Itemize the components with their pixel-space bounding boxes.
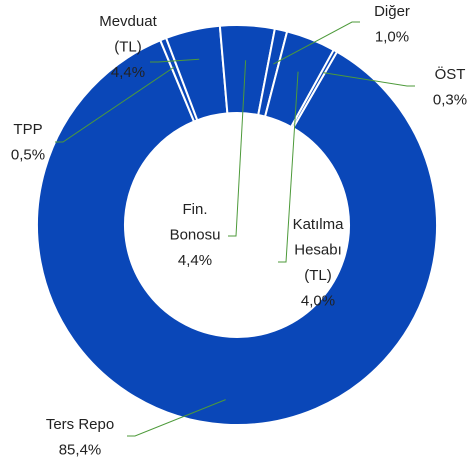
slice-label: TPP xyxy=(13,121,42,138)
slice-label: Diğer xyxy=(374,3,410,20)
leader-line xyxy=(150,58,200,63)
slice-value-label: 4,4% xyxy=(178,252,212,269)
leader-line xyxy=(55,66,175,143)
slice-label: Ters Repo xyxy=(46,416,114,433)
leader-line xyxy=(322,72,415,87)
donut-slice xyxy=(36,38,438,426)
donut-slice xyxy=(289,48,339,130)
leader-line xyxy=(127,399,226,437)
slice-value-label: 1,0% xyxy=(375,28,409,45)
leader-line xyxy=(273,21,360,65)
slice-value-label: 0,5% xyxy=(11,146,45,163)
slice-label: ÖST xyxy=(435,65,466,83)
slice-value-label: 4,0% xyxy=(301,292,335,309)
slice-label: Fin. Bonosu xyxy=(170,201,221,244)
slice-label: Mevduat (TL) xyxy=(99,13,157,56)
slice-value-label: 85,4% xyxy=(59,441,102,458)
slice-label: Katılma Hesabı (TL) xyxy=(293,216,345,284)
leader-line xyxy=(228,60,247,237)
slice-value-label: 4,4% xyxy=(111,64,145,81)
leader-line xyxy=(278,71,299,263)
slice-value-label: 0,3% xyxy=(433,91,467,108)
